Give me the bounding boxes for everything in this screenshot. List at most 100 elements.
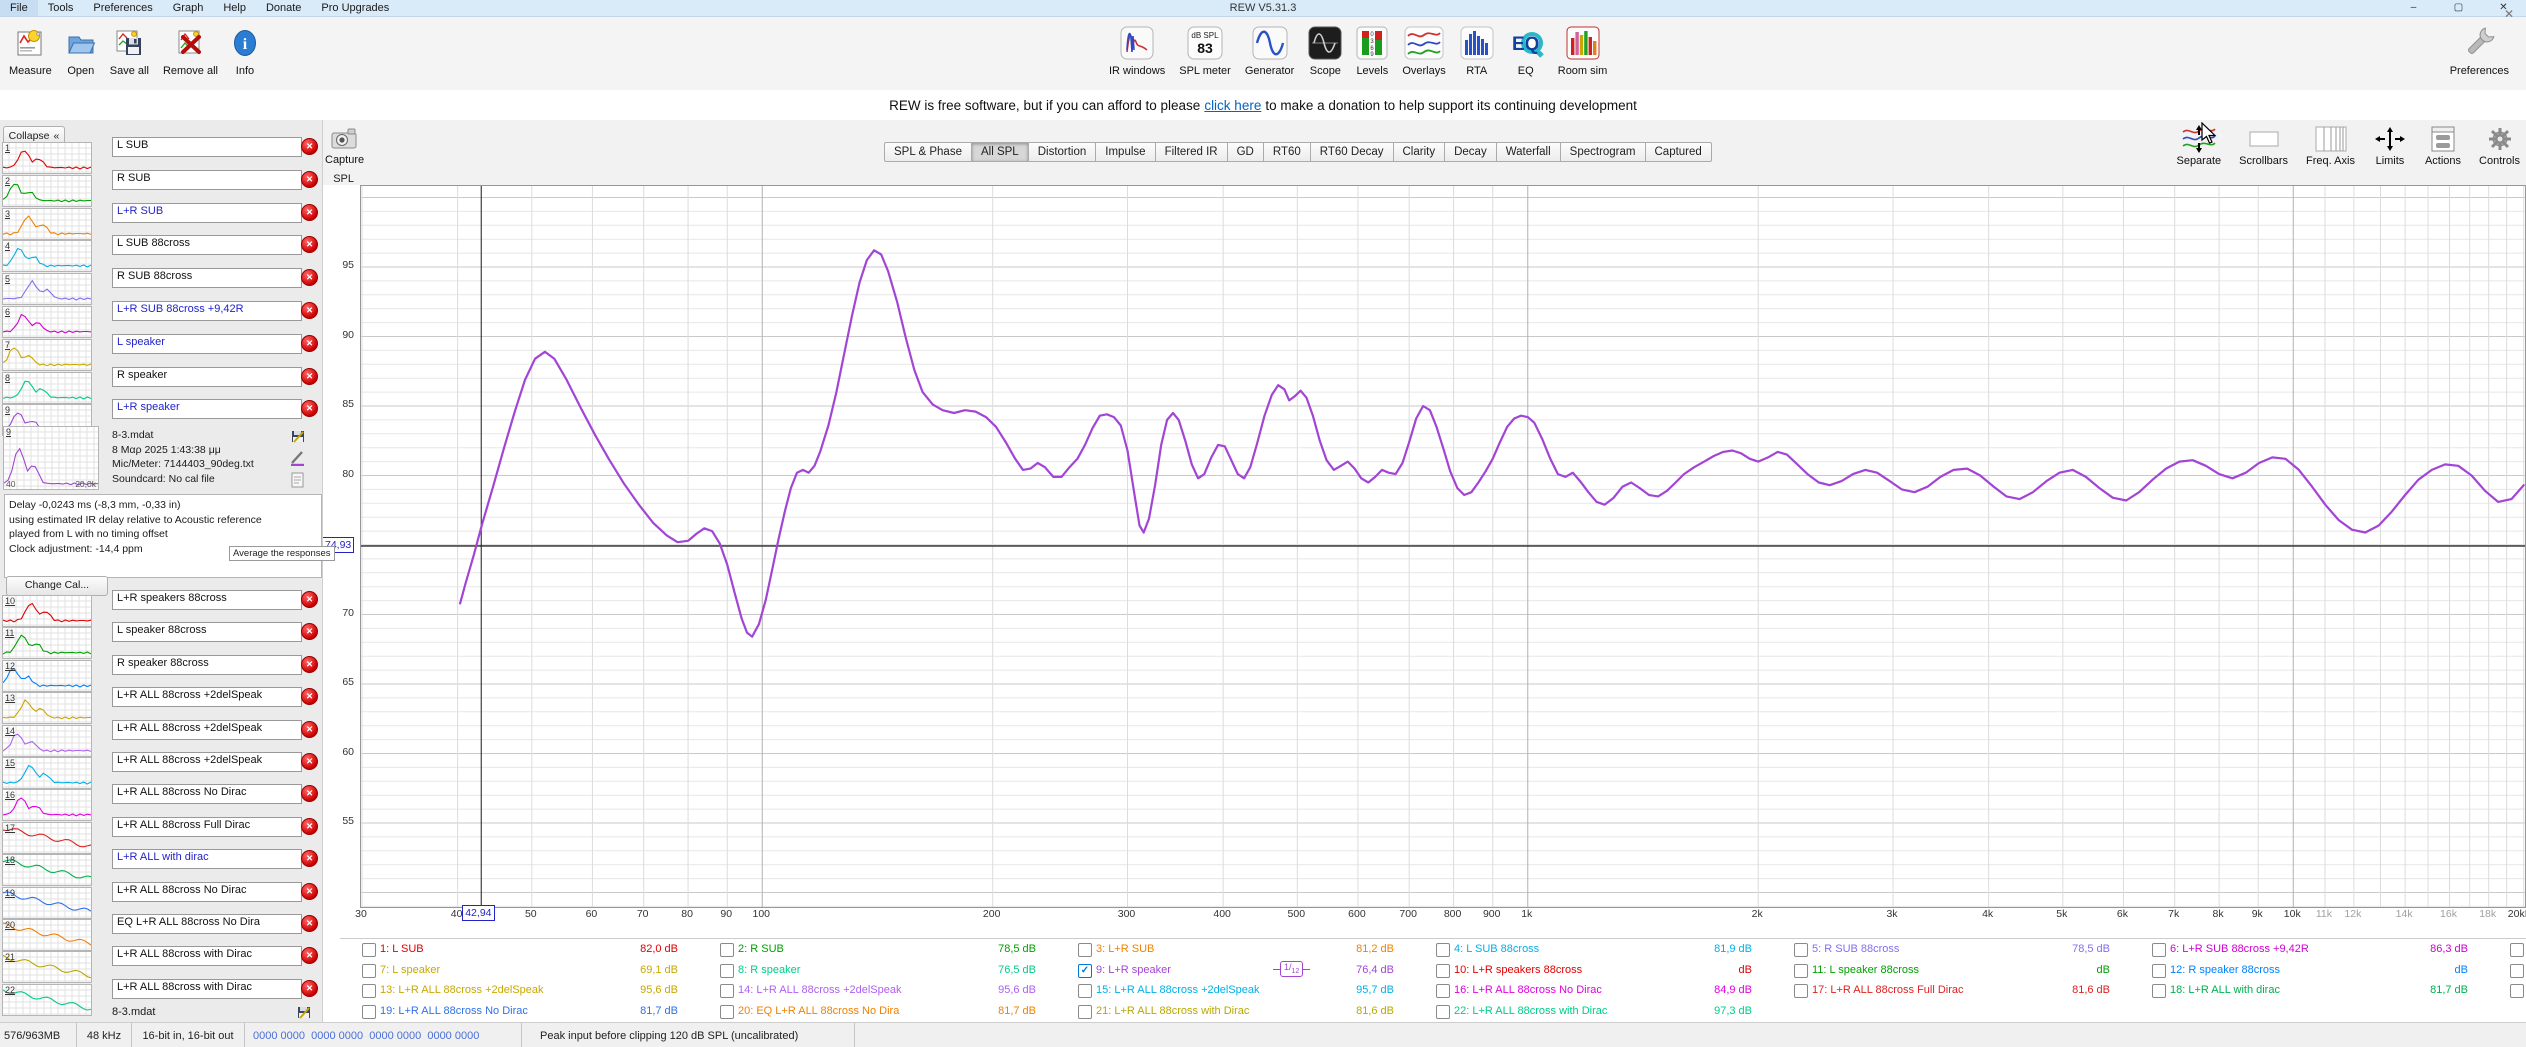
legend-checkbox-17[interactable] bbox=[1794, 984, 1808, 998]
smoothing-badge[interactable]: 1/12 bbox=[1273, 960, 1311, 978]
trace-style-icon[interactable] bbox=[290, 450, 306, 467]
legend-label-2[interactable]: 2: R SUB bbox=[738, 943, 784, 955]
legend-checkbox-8[interactable] bbox=[720, 963, 734, 978]
measurement-thumbnail-4[interactable]: 4 bbox=[2, 240, 92, 273]
tab-spl-phase[interactable]: SPL & Phase bbox=[884, 142, 972, 162]
measurement-row-16[interactable]: 16 L+R ALL 88cross No Dirac ✕ bbox=[0, 784, 322, 822]
measurement-thumbnail-2[interactable]: 2 bbox=[2, 174, 92, 207]
measurement-row-3[interactable]: 3 L+R SUB ✕ bbox=[0, 202, 322, 240]
measurement-thumbnail-1[interactable]: 1 bbox=[2, 142, 92, 174]
legend-label-13[interactable]: 13: L+R ALL 88cross +2delSpeak bbox=[380, 984, 544, 996]
measurement-thumbnail-14[interactable]: 14 bbox=[2, 724, 92, 757]
legend-label-18[interactable]: 18: L+R ALL with dirac bbox=[2170, 984, 2280, 996]
info-button[interactable]: i Info bbox=[225, 21, 265, 79]
spl-plot[interactable] bbox=[360, 185, 2526, 908]
measurement-name-2[interactable]: R SUB bbox=[112, 169, 302, 190]
legend-label-19[interactable]: 19: L+R ALL 88cross No Dirac bbox=[380, 1004, 528, 1017]
tab-decay[interactable]: Decay bbox=[1445, 142, 1497, 162]
room-sim-button[interactable]: Room sim bbox=[1551, 21, 1615, 79]
legend-checkbox-11[interactable] bbox=[1794, 963, 1808, 978]
legend-checkbox-5[interactable] bbox=[1794, 943, 1808, 957]
save-measurement-icon[interactable] bbox=[290, 428, 306, 444]
measurement-name-16[interactable]: L+R ALL 88cross No Dirac bbox=[112, 784, 302, 805]
legend-label-12[interactable]: 12: R speaker 88cross bbox=[2170, 963, 2281, 976]
delete-measurement-21-icon[interactable]: ✕ bbox=[301, 947, 318, 965]
measurement-thumbnail-17[interactable]: 17 bbox=[2, 821, 92, 854]
measurement-row-20[interactable]: 20 EQ L+R ALL 88cross No Dira ✕ bbox=[0, 914, 322, 951]
close-button[interactable]: ✕ bbox=[2499, 2, 2508, 13]
tab-captured[interactable]: Captured bbox=[1645, 142, 1712, 162]
measurement-name-14[interactable]: L+R ALL 88cross +2delSpeak bbox=[112, 719, 302, 740]
legend-label-11[interactable]: 11: L speaker 88cross bbox=[1812, 963, 1920, 976]
measurement-name-7[interactable]: L speaker bbox=[112, 333, 302, 354]
tab-spectrogram[interactable]: Spectrogram bbox=[1560, 142, 1646, 162]
scope-button[interactable]: Scope bbox=[1301, 21, 1349, 79]
legend-label-22[interactable]: 22: L+R ALL 88cross with Dirac bbox=[1454, 1004, 1608, 1017]
measurement-thumbnail-22[interactable]: 22 bbox=[2, 983, 92, 1016]
legend-checkbox-20[interactable] bbox=[720, 1004, 734, 1019]
measurement-row-5[interactable]: 5 R SUB 88cross ✕ bbox=[0, 268, 322, 306]
measurement-thumbnail-19[interactable]: 19 bbox=[2, 886, 92, 919]
measurement-name-8[interactable]: R speaker bbox=[112, 366, 302, 387]
delete-measurement-22-icon[interactable]: ✕ bbox=[301, 979, 318, 997]
delete-measurement-17-icon[interactable]: ✕ bbox=[301, 817, 318, 835]
legend-checkbox-13[interactable] bbox=[362, 984, 376, 998]
delete-measurement-9-icon[interactable]: ✕ bbox=[301, 400, 318, 418]
menu-item-file[interactable]: File bbox=[0, 0, 38, 16]
measurement-name-3[interactable]: L+R SUB bbox=[112, 202, 302, 223]
legend-checkbox-overflow[interactable] bbox=[2510, 943, 2524, 957]
legend-checkbox-overflow[interactable] bbox=[2510, 963, 2524, 978]
legend-label-15[interactable]: 15: L+R ALL 88cross +2delSpeak bbox=[1096, 984, 1260, 996]
measurement-thumbnail-16[interactable]: 16 bbox=[2, 789, 92, 822]
measurement-name-13[interactable]: L+R ALL 88cross +2delSpeak bbox=[112, 687, 302, 708]
tab-clarity[interactable]: Clarity bbox=[1393, 142, 1446, 162]
measurement-row-12[interactable]: 12 R speaker 88cross ✕ bbox=[0, 654, 322, 692]
freq-axis-button[interactable]: Freq. Axis bbox=[2306, 123, 2355, 167]
delete-measurement-8-icon[interactable]: ✕ bbox=[301, 367, 318, 385]
measurement-row-10[interactable]: 10 L+R speakers 88cross ✕ bbox=[0, 590, 322, 627]
legend-checkbox-19[interactable] bbox=[362, 1004, 376, 1019]
legend-label-8[interactable]: 8: R speaker bbox=[738, 963, 801, 976]
delete-measurement-11-icon[interactable]: ✕ bbox=[301, 623, 318, 641]
delete-measurement-4-icon[interactable]: ✕ bbox=[301, 236, 318, 254]
delete-measurement-6-icon[interactable]: ✕ bbox=[301, 302, 318, 319]
measurement-name-5[interactable]: R SUB 88cross bbox=[112, 268, 302, 289]
measurement-thumbnail-7[interactable]: 7 bbox=[2, 338, 92, 371]
measurement-name-10[interactable]: L+R speakers 88cross bbox=[112, 590, 302, 610]
notes-icon[interactable] bbox=[290, 472, 306, 488]
legend-checkbox-4[interactable] bbox=[1436, 943, 1450, 957]
measurement-row-19[interactable]: 19 L+R ALL 88cross No Dirac ✕ bbox=[0, 881, 322, 919]
measure-button[interactable]: Measure bbox=[2, 21, 59, 79]
measurement-row-21[interactable]: 21 L+R ALL 88cross with Dirac ✕ bbox=[0, 946, 322, 984]
delete-measurement-10-icon[interactable]: ✕ bbox=[301, 591, 318, 608]
capture-button[interactable]: Capture bbox=[325, 127, 364, 166]
measurement-row-7[interactable]: 7 L speaker ✕ bbox=[0, 333, 322, 371]
donate-link[interactable]: click here bbox=[1204, 97, 1262, 113]
delete-measurement-2-icon[interactable]: ✕ bbox=[301, 170, 318, 188]
legend-checkbox-22[interactable] bbox=[1436, 1004, 1450, 1019]
legend-label-21[interactable]: 21: L+R ALL 88cross with Dirac bbox=[1096, 1004, 1250, 1017]
measurement-thumbnail-18[interactable]: 18 bbox=[2, 854, 92, 887]
legend-label-14[interactable]: 14: L+R ALL 88cross +2delSpeak bbox=[738, 984, 902, 996]
legend-checkbox-3[interactable] bbox=[1078, 943, 1092, 957]
measurement-row-15[interactable]: 15 L+R ALL 88cross +2delSpeak ✕ bbox=[0, 752, 322, 789]
collapse-button[interactable]: Collapse « bbox=[3, 126, 65, 146]
remove-all-button[interactable]: Remove all bbox=[156, 21, 225, 79]
menu-item-help[interactable]: Help bbox=[223, 2, 246, 14]
measurement-row-22[interactable]: 22 L+R ALL 88cross with Dirac ✕ bbox=[0, 978, 322, 1016]
measurement-name-18[interactable]: L+R ALL with dirac bbox=[112, 849, 302, 870]
legend-checkbox-10[interactable] bbox=[1436, 963, 1450, 978]
legend-label-6[interactable]: 6: L+R SUB 88cross +9,42R bbox=[2170, 943, 2309, 955]
legend-label-1[interactable]: 1: L SUB bbox=[380, 943, 424, 955]
measurement-name-1[interactable]: L SUB bbox=[112, 137, 302, 157]
tab-all-spl[interactable]: All SPL bbox=[971, 142, 1029, 162]
menu-item-donate[interactable]: Donate bbox=[265, 2, 302, 14]
legend-checkbox-2[interactable] bbox=[720, 943, 734, 957]
measurement-name-11[interactable]: L speaker 88cross bbox=[112, 622, 302, 643]
measurement-thumbnail-21[interactable]: 21 bbox=[2, 951, 92, 984]
legend-checkbox-overflow[interactable] bbox=[2510, 984, 2524, 998]
measurement-name-9[interactable]: L+R speaker bbox=[112, 399, 302, 420]
measurement-row-11[interactable]: 11 L speaker 88cross ✕ bbox=[0, 622, 322, 660]
delete-measurement-18-icon[interactable]: ✕ bbox=[301, 850, 318, 868]
measurement-name-22[interactable]: L+R ALL 88cross with Dirac bbox=[112, 978, 302, 999]
